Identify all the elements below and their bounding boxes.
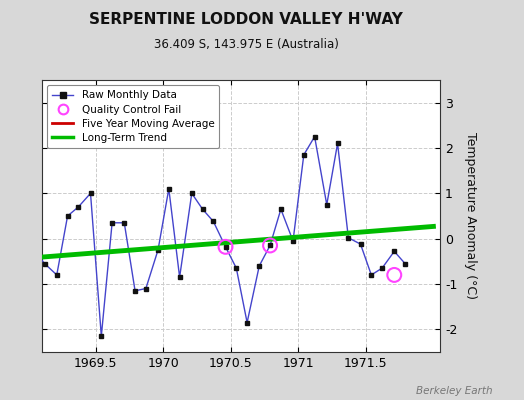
Text: SERPENTINE LODDON VALLEY H'WAY: SERPENTINE LODDON VALLEY H'WAY <box>90 12 403 27</box>
Point <box>390 272 398 278</box>
Y-axis label: Temperature Anomaly (°C): Temperature Anomaly (°C) <box>464 132 477 300</box>
Legend: Raw Monthly Data, Quality Control Fail, Five Year Moving Average, Long-Term Tren: Raw Monthly Data, Quality Control Fail, … <box>47 85 220 148</box>
Point <box>221 244 230 250</box>
Text: Berkeley Earth: Berkeley Earth <box>416 386 493 396</box>
Point <box>266 242 274 249</box>
Text: 36.409 S, 143.975 E (Australia): 36.409 S, 143.975 E (Australia) <box>154 38 339 51</box>
